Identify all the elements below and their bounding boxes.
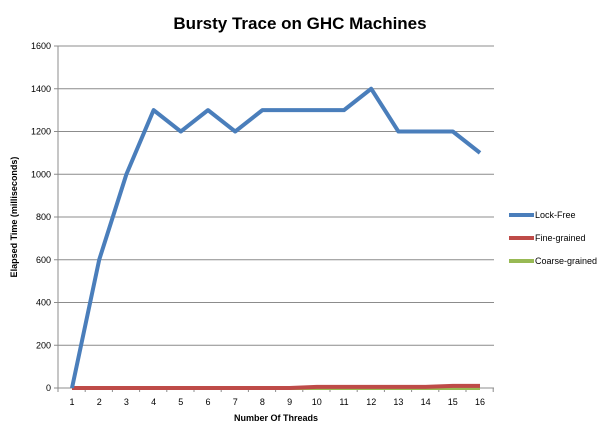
x-axis-label: Number Of Threads	[234, 413, 318, 423]
y-tick-label: 600	[36, 255, 51, 265]
x-tick-label: 16	[475, 397, 485, 407]
legend: Lock-Free Fine-grained Coarse-grained	[509, 210, 597, 266]
x-tick-label: 12	[366, 397, 376, 407]
y-tick-label: 0	[46, 383, 51, 393]
x-tick-label: 1	[69, 397, 74, 407]
series-line-fine-grained	[72, 383, 480, 390]
gridlines	[58, 45, 494, 346]
y-tick-label: 1600	[31, 41, 51, 51]
legend-label: Coarse-grained	[535, 256, 597, 266]
y-tick-label: 1000	[31, 169, 51, 179]
x-tick-label: 3	[124, 397, 129, 407]
x-tick-label: 6	[205, 397, 210, 407]
x-tick-label: 2	[97, 397, 102, 407]
x-tick-label: 11	[339, 397, 348, 407]
y-axis-label: Elapsed Time (milliseconds)	[9, 157, 19, 278]
series-lines	[70, 86, 482, 390]
x-tick-labels: 1 2 3 4 5 6 7 8 9 10 11 12 13 14 15 16	[69, 397, 485, 407]
y-tick-label: 200	[36, 340, 51, 350]
chart-title: Bursty Trace on GHC Machines	[173, 14, 426, 33]
x-tick-label: 8	[260, 397, 265, 407]
x-tick-label: 9	[287, 397, 292, 407]
x-tick-label: 13	[393, 397, 403, 407]
y-tick-label: 400	[36, 298, 51, 308]
y-tick-label: 800	[36, 212, 51, 222]
x-tick-label: 4	[151, 397, 156, 407]
x-tick-label: 10	[312, 397, 322, 407]
y-tick-labels: 0 200 400 600 800 1000 1200 1400 1600	[31, 41, 51, 393]
legend-label: Fine-grained	[535, 233, 586, 243]
legend-label: Lock-Free	[535, 210, 576, 220]
series-line-lock-free	[70, 86, 482, 389]
y-tick-label: 1200	[31, 127, 51, 137]
y-tick-label: 1400	[31, 84, 51, 94]
x-tick-label: 5	[178, 397, 183, 407]
x-tick-label: 15	[448, 397, 458, 407]
axes	[54, 45, 494, 392]
x-tick-label: 14	[421, 397, 431, 407]
x-tick-label: 7	[233, 397, 238, 407]
